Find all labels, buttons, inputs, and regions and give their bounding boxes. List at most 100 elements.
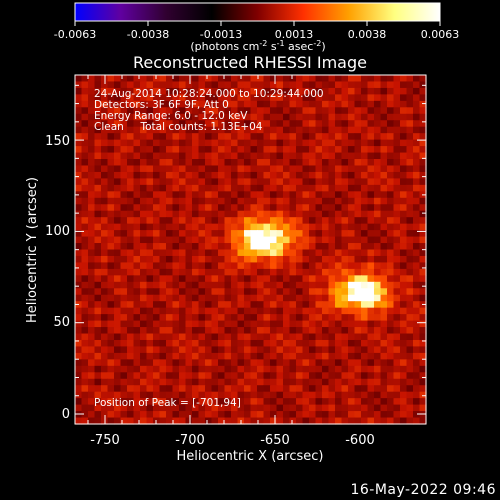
heatmap-cell [315,352,323,360]
heatmap-cell [146,268,154,276]
heatmap-cell [231,75,239,83]
heatmap-cell [270,346,278,354]
heatmap-cell [211,146,219,154]
heatmap-cell [185,411,193,419]
heatmap-cell [335,113,343,121]
heatmap-cell [244,236,252,244]
heatmap-cell [107,171,115,179]
heatmap-cell [120,307,128,315]
heatmap-cell [270,146,278,154]
heatmap-cell [133,249,141,257]
heatmap-cell [179,100,187,108]
heatmap-cell [393,275,401,283]
heatmap-cell [374,327,382,335]
heatmap-cell [296,184,304,192]
heatmap-cell [81,339,89,348]
heatmap-cell [322,165,330,173]
colorbar-tick-label: 0.0038 [348,28,387,41]
heatmap-cell [348,255,356,264]
heatmap-cell [185,100,193,108]
heatmap-cell [153,398,161,406]
heatmap-cell [354,120,362,128]
heatmap-cell [211,100,219,108]
heatmap-cell [133,197,141,205]
heatmap-cell [159,411,167,419]
heatmap-cell [348,385,356,393]
heatmap-cell [315,346,323,354]
heatmap-cell [88,275,96,283]
heatmap-cell [81,378,89,386]
heatmap-cell [400,352,408,360]
heatmap-cell [296,75,304,83]
heatmap-cell [120,133,128,141]
heatmap-cell [263,301,271,309]
heatmap-cell [159,210,167,218]
heatmap-cell [419,281,427,289]
heatmap-cell [101,230,109,238]
heatmap-cell [341,81,349,89]
heatmap-cell [75,281,83,289]
heatmap-cell [270,113,278,121]
heatmap-cell [224,243,232,251]
heatmap-cell [387,243,395,251]
heatmap-cell [296,113,304,121]
heatmap-cell [198,204,206,212]
heatmap-cell [335,404,343,412]
heatmap-cell [400,378,408,386]
heatmap-cell [367,352,375,360]
heatmap-cell [348,87,356,95]
heatmap-cell [166,81,174,89]
heatmap-cell [107,281,115,289]
heatmap-cell [133,378,141,386]
heatmap-cell [107,113,115,121]
heatmap-cell [406,236,414,244]
heatmap-cell [406,320,414,328]
heatmap-cell [296,314,304,322]
heatmap-cell [127,204,135,212]
heatmap-cell [257,100,265,108]
heatmap-cell [328,139,336,147]
heatmap-cell [328,359,336,367]
heatmap-cell [380,391,388,399]
heatmap-cell [257,197,265,205]
heatmap-cell [257,171,265,179]
heatmap-cell [393,301,401,309]
heatmap-cell [393,197,401,205]
heatmap-cell [276,378,284,386]
heatmap-cell [205,197,213,205]
heatmap-cell [263,281,271,289]
heatmap-cell [231,404,239,412]
heatmap-cell [361,365,369,373]
heatmap-cell [367,359,375,367]
heatmap-cell [120,165,128,173]
heatmap-cell [393,230,401,238]
heatmap-cell [75,204,83,212]
heatmap-cell [146,191,154,199]
heatmap-cell [237,385,245,393]
heatmap-cell [263,307,271,315]
heatmap-cell [211,404,219,412]
heatmap-cell [101,307,109,315]
heatmap-cell [218,320,226,328]
heatmap-cell [315,301,323,309]
heatmap-cell [153,411,161,419]
heatmap-cell [250,178,258,186]
heatmap-cell [263,411,271,419]
heatmap-cell [205,339,213,348]
heatmap-cell [231,294,239,302]
heatmap-cell [140,339,148,348]
heatmap-cell [302,320,310,328]
heatmap-cell [101,146,109,154]
heatmap-cell [218,223,226,231]
heatmap-cell [120,281,128,289]
heatmap-cell [88,126,96,134]
heatmap-cell [224,236,232,244]
heatmap-cell [354,307,362,315]
heatmap-cell [211,372,219,380]
heatmap-cell [413,159,421,167]
heatmap-cell [328,165,336,173]
heatmap-cell [140,223,148,231]
heatmap-cell [302,171,310,179]
heatmap-cell [276,165,284,173]
heatmap-cell [146,184,154,192]
